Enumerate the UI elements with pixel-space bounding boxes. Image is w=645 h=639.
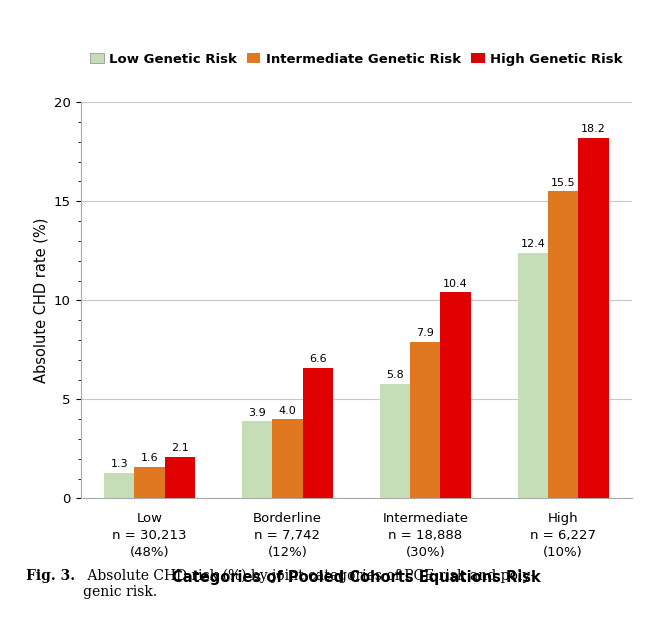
Text: 18.2: 18.2 (581, 125, 606, 134)
Bar (380, 383, 410, 498)
Text: 1.3: 1.3 (110, 459, 128, 469)
Bar (104, 473, 134, 498)
Text: 1.6: 1.6 (141, 453, 159, 463)
Text: 3.9: 3.9 (248, 408, 266, 418)
Bar (548, 192, 579, 498)
Legend: Low Genetic Risk, Intermediate Genetic Risk, High Genetic Risk: Low Genetic Risk, Intermediate Genetic R… (85, 47, 628, 71)
X-axis label: Categories of Pooled Cohorts Equations Risk: Categories of Pooled Cohorts Equations R… (172, 570, 541, 585)
Text: 15.5: 15.5 (551, 178, 575, 188)
Bar (579, 138, 609, 498)
Text: 12.4: 12.4 (521, 239, 545, 249)
Bar (242, 421, 272, 498)
Y-axis label: Absolute CHD rate (%): Absolute CHD rate (%) (34, 218, 48, 383)
Text: 2.1: 2.1 (171, 443, 189, 453)
Bar (272, 419, 303, 498)
Text: 7.9: 7.9 (417, 328, 434, 339)
Text: Fig. 3.: Fig. 3. (26, 569, 75, 583)
Bar (518, 253, 548, 498)
Text: 4.0: 4.0 (279, 406, 296, 415)
Text: 6.6: 6.6 (309, 354, 326, 364)
Bar (164, 457, 195, 498)
Bar (134, 466, 164, 498)
Text: Absolute CHD risk (%) by joint categories of PCE risk and poly-
genic risk.: Absolute CHD risk (%) by joint categorie… (83, 569, 535, 599)
Text: 10.4: 10.4 (443, 279, 468, 289)
Bar (410, 342, 441, 498)
Text: 5.8: 5.8 (386, 370, 404, 380)
Bar (441, 293, 471, 498)
Bar (303, 367, 333, 498)
